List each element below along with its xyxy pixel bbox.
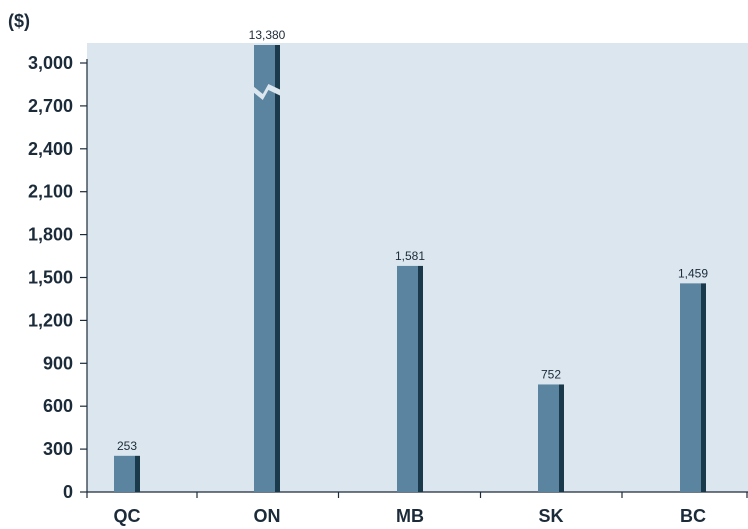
bar-shadow-qc — [135, 455, 140, 492]
x-category-label: MB — [396, 506, 424, 526]
y-tick-label: 2,100 — [28, 182, 73, 202]
bar-shadow-bc — [701, 283, 706, 492]
y-tick-label: 2,700 — [28, 96, 73, 116]
x-category-label: QC — [114, 506, 141, 526]
y-tick-label: 2,400 — [28, 139, 73, 159]
bar-mb — [397, 265, 418, 492]
y-unit-label: ($) — [8, 11, 30, 31]
x-category-label: SK — [538, 506, 563, 526]
axis-break-mark — [253, 84, 281, 100]
data-label-qc: 253 — [117, 439, 137, 453]
bar-on — [254, 45, 275, 492]
y-tick-label: 1,800 — [28, 225, 73, 245]
y-tick-label: 1,200 — [28, 310, 73, 330]
labels: 0 300 600 900 1,200 1,500 1,800 2,100 2,400 2,700… — [28, 28, 708, 526]
bar-sk — [538, 384, 559, 492]
x-category-label: ON — [254, 506, 281, 526]
bar-shadow-sk — [559, 384, 564, 492]
x-category-label: BC — [680, 506, 706, 526]
y-tick-label: 600 — [43, 396, 73, 416]
bar-qc — [114, 455, 135, 492]
bars — [114, 45, 706, 492]
y-tick-label: 300 — [43, 439, 73, 459]
data-label-bc: 1,459 — [678, 266, 708, 280]
data-label-mb: 1,581 — [395, 249, 425, 263]
y-tick-label: 900 — [43, 353, 73, 373]
data-label-sk: 752 — [541, 367, 561, 381]
bar-shadow-mb — [418, 265, 423, 492]
y-tick-label: 1,500 — [28, 268, 73, 288]
y-tick-label: 3,000 — [28, 53, 73, 73]
y-tick-label: 0 — [63, 482, 73, 502]
bar-bc — [680, 283, 701, 492]
data-label-on: 13,380 — [249, 28, 286, 42]
bar-shadow-on — [275, 45, 280, 492]
